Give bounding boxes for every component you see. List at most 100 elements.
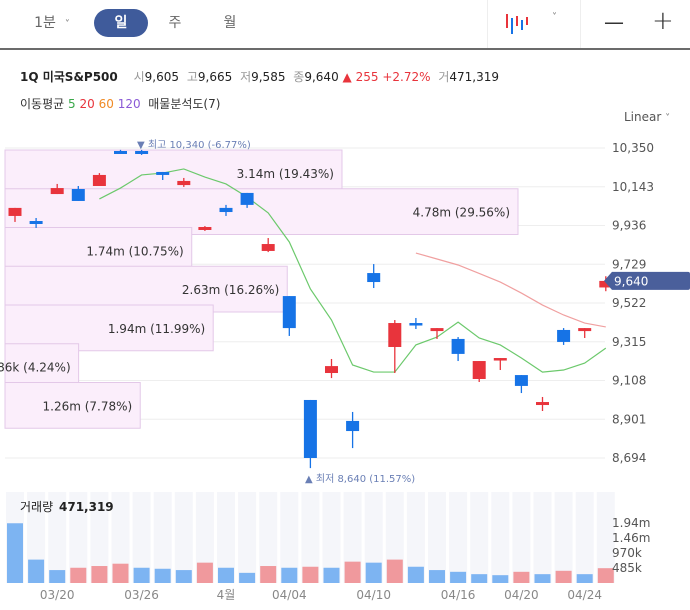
y-tick-label: 9,729 — [612, 257, 646, 271]
volume-column-bg — [238, 492, 257, 583]
ma5-line — [99, 168, 607, 373]
volume-bar — [492, 575, 509, 583]
volume-profile-label[interactable]: 매물분석도(7) — [148, 97, 221, 111]
volume-bar — [407, 566, 424, 583]
x-axis-date-label: 03/26 — [124, 588, 159, 602]
candle-body — [114, 150, 127, 154]
open-value: 9,605 — [144, 70, 179, 84]
candle-body — [71, 188, 85, 201]
volume-bar — [112, 563, 129, 583]
volume-profile-label: 1.94m (11.99%) — [108, 322, 205, 336]
volume-column-bg — [48, 492, 67, 583]
volume-column-bg — [554, 492, 573, 583]
ma60-label[interactable]: 60 — [98, 97, 114, 111]
candlestick-icon[interactable] — [505, 12, 529, 36]
change-value: ▲ 255 — [342, 70, 379, 84]
interval-dropdown[interactable]: 1분 ˅ — [22, 9, 82, 37]
divider — [580, 0, 581, 48]
volume-column-bg — [596, 492, 615, 583]
moving-average-label[interactable]: 이동평균 — [20, 97, 65, 111]
x-axis-date-label: 04/16 — [441, 588, 476, 602]
ma5-label[interactable]: 5 — [68, 97, 76, 111]
volume-bar — [218, 567, 234, 583]
volume-column-bg — [491, 492, 510, 583]
candle-body — [219, 207, 233, 213]
ma120-label[interactable]: 120 — [117, 97, 141, 111]
zoom-in-button[interactable]: + — [652, 6, 674, 36]
volume-column-bg — [174, 492, 193, 583]
last-price-value: 9,640 — [614, 274, 648, 288]
chart-type-chevron-icon[interactable]: ˅ — [552, 12, 557, 23]
volume-bar — [70, 567, 87, 583]
volume-profile-label: 3.14m (19.43%) — [237, 167, 334, 181]
volume-bar — [154, 568, 171, 583]
candle-body — [135, 150, 149, 154]
y-tick-label: 10,350 — [612, 141, 654, 155]
volume-y-tick: 1.94m — [612, 516, 650, 530]
scale-mode-label: Linear — [624, 110, 662, 124]
x-axis-date-label: 03/20 — [40, 588, 75, 602]
volume-profile-bar — [4, 188, 519, 235]
volume-column-bg — [301, 492, 320, 583]
candle-body — [346, 420, 360, 432]
volume-bar — [323, 567, 340, 583]
volume-bar — [365, 562, 382, 583]
volume-profile-bar — [4, 304, 214, 352]
low-label: 저 — [240, 70, 252, 84]
tab-month[interactable]: 월 — [223, 15, 237, 31]
y-tick-label: 9,936 — [612, 219, 646, 233]
volume-column-bg — [449, 492, 468, 583]
volume-y-tick: 970k — [612, 546, 642, 560]
volume-bar — [386, 559, 403, 583]
scale-dropdown[interactable]: Linear ˅ — [624, 110, 670, 124]
candle-body — [451, 338, 465, 354]
tab-day[interactable]: 일 — [94, 9, 148, 37]
y-tick-label: 9,108 — [612, 374, 646, 388]
volume-bar — [576, 574, 593, 583]
zoom-out-button[interactable]: — — [604, 10, 624, 34]
x-axis-date-label: 04/04 — [272, 588, 307, 602]
candle-body — [493, 358, 507, 361]
candle-body — [599, 280, 613, 288]
x-axis-date-label: 04/10 — [356, 588, 391, 602]
max-price-label: ▼ 최고 10,340 (-6.77%) — [137, 139, 251, 151]
volume-column-bg — [428, 492, 446, 583]
ma20-line — [415, 252, 606, 328]
y-tick-label: 9,315 — [612, 335, 646, 349]
ma20-label[interactable]: 20 — [79, 97, 95, 111]
volume-bar — [133, 567, 150, 583]
chevron-down-icon: ˅ — [64, 19, 70, 30]
volume-column-bg — [195, 492, 214, 583]
volume-profile-label: 2.63m (16.26%) — [182, 283, 279, 297]
candle-body — [261, 244, 275, 251]
volume-column-bg — [364, 492, 383, 583]
tab-week[interactable]: 주 — [168, 15, 182, 31]
volume-column-bg — [280, 492, 299, 583]
volume-profile-bar — [4, 382, 141, 429]
quote-summary: 1Q 미국S&P500 시9,605 고9,665 저9,585 종9,640 … — [20, 68, 499, 85]
volume-bar — [49, 570, 66, 583]
volume-column-bg — [512, 492, 531, 583]
candle-body — [430, 328, 444, 332]
volume-bar — [344, 561, 361, 583]
change-percent: +2.72% — [382, 70, 431, 84]
volume-column-bg — [153, 492, 172, 583]
candle-body — [8, 207, 22, 216]
volume-bar — [302, 566, 319, 583]
chevron-down-icon: ˅ — [665, 113, 671, 124]
candle-body — [409, 323, 423, 326]
volume-profile-label: 1.74m (10.75%) — [86, 244, 183, 258]
candle-body — [472, 361, 486, 380]
high-label: 고 — [186, 70, 198, 84]
volume-column-bg — [111, 492, 130, 583]
volume-bar — [597, 568, 614, 583]
volume-bar — [196, 562, 213, 583]
volume-column-bg — [343, 492, 362, 583]
divider — [487, 0, 488, 48]
volume-bar — [450, 571, 467, 583]
interval-label: 1분 — [34, 15, 56, 31]
last-price-tag — [604, 271, 690, 290]
candle-body — [578, 328, 592, 332]
volume-column-bg — [406, 492, 425, 583]
